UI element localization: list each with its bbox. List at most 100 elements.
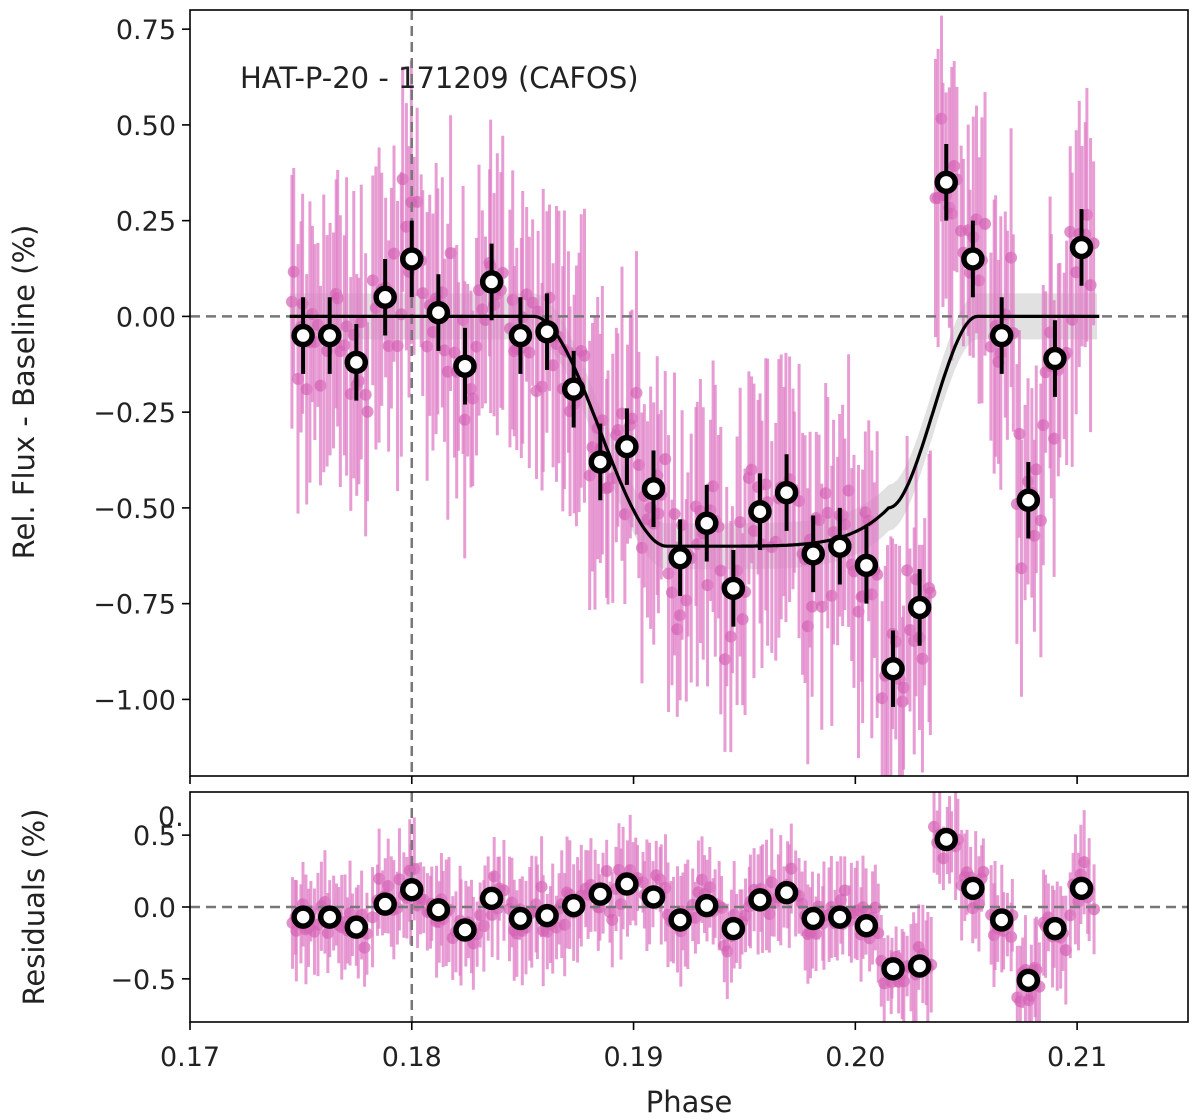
raw-point — [361, 405, 374, 418]
y-tick-label: 0.25 — [116, 207, 176, 238]
raw-point — [736, 613, 749, 626]
y-tick-label: −0.5 — [110, 965, 176, 996]
stray-tick-label: 0. — [158, 802, 184, 833]
binned-point — [479, 886, 504, 911]
binned-point — [453, 918, 477, 942]
binned-point — [291, 323, 315, 348]
binned-point — [641, 885, 666, 909]
y-tick-label: 0.75 — [116, 15, 176, 46]
raw-point — [602, 481, 615, 494]
binned-point — [721, 916, 746, 941]
residual-raw-points — [286, 792, 1101, 1022]
binned-point — [801, 906, 825, 931]
y-tick-label: −0.50 — [93, 494, 176, 525]
raw-point — [977, 865, 990, 878]
main-panel: 0.75 0.50 0.25 0.00 −0.25 −0.50 −0.75 −1.00 HAT… — [7, 9, 1189, 784]
binned-point — [426, 898, 451, 922]
binned-point — [748, 888, 772, 912]
raw-data-points — [285, 15, 1100, 776]
binned-point — [1069, 235, 1094, 260]
raw-point — [321, 926, 334, 939]
raw-point — [578, 349, 591, 362]
binned-point — [748, 499, 772, 524]
binned-point — [373, 285, 397, 309]
x-axis-label: Phase — [646, 1085, 733, 1119]
chart-annotation: HAT-P-20 - 171209 (CAFOS) — [240, 61, 639, 95]
binned-point — [508, 323, 533, 348]
raw-point — [630, 386, 643, 399]
x-tick-label: 0.20 — [825, 1042, 885, 1073]
raw-point — [1005, 251, 1018, 264]
binned-point — [479, 270, 504, 294]
binned-point — [426, 300, 451, 325]
residuals-panel: 0.17 0.18 0.19 0.20 0.21 0.5 0.0 −0.5 0. Residu… — [17, 791, 1189, 1119]
binned-point — [535, 903, 559, 928]
raw-point — [285, 295, 298, 308]
y-tick-label: −1.00 — [93, 685, 176, 716]
model-band — [289, 293, 1098, 570]
raw-point — [815, 600, 828, 613]
binned-point — [907, 954, 932, 978]
residuals-y-axis-label: Residuals (%) — [17, 809, 51, 1006]
binned-point — [1016, 488, 1041, 512]
raw-point — [668, 507, 681, 520]
binned-point — [344, 915, 369, 939]
binned-point — [907, 595, 932, 620]
binned-point — [961, 876, 985, 901]
raw-point — [1088, 903, 1101, 916]
raw-point — [331, 292, 344, 305]
binned-point — [1016, 968, 1041, 993]
model-line — [289, 314, 1100, 548]
binned-point — [400, 878, 424, 902]
binned-point — [854, 913, 879, 938]
raw-point — [825, 589, 838, 602]
model-uncertainty-band — [289, 293, 1098, 570]
binned-point — [774, 880, 799, 905]
y-tick-label: 0.00 — [116, 302, 176, 333]
binned-point — [641, 477, 666, 501]
residual-reference-lines — [190, 792, 1188, 1022]
binned-point — [828, 905, 852, 929]
binned-point — [961, 247, 985, 271]
binned-point — [668, 908, 692, 932]
binned-point — [721, 576, 746, 601]
binned-point — [561, 377, 586, 401]
raw-point — [358, 941, 371, 954]
binned-point — [588, 882, 613, 906]
binned-point — [400, 247, 424, 271]
main-ticks: 0.75 0.50 0.25 0.00 −0.25 −0.50 −0.75 −1.00 — [93, 15, 1078, 784]
raw-point — [366, 911, 379, 924]
y-tick-label: 0.0 — [133, 893, 176, 924]
raw-point — [734, 516, 747, 529]
main-axes-frame — [189, 9, 1189, 777]
y-tick-label: 0.5 — [133, 821, 176, 852]
binned-point — [881, 657, 905, 681]
raw-point — [338, 339, 351, 352]
raw-point — [1034, 514, 1047, 527]
binned-point — [1043, 346, 1067, 371]
y-tick-label: 0.50 — [116, 111, 176, 142]
binned-point — [989, 908, 1014, 932]
x-tick-label: 0.19 — [603, 1042, 663, 1073]
raw-point — [819, 487, 832, 500]
raw-point — [1013, 427, 1026, 440]
binned-point — [694, 511, 719, 535]
raw-point — [979, 217, 992, 230]
binned-point — [291, 905, 315, 929]
raw-point — [924, 586, 937, 599]
binned-point — [694, 893, 719, 918]
binned-point — [317, 323, 342, 348]
y-axis-label: Rel. Flux - Baseline (%) — [7, 225, 41, 560]
binned-point — [828, 534, 852, 558]
binned-point — [373, 892, 397, 916]
binned-point — [453, 354, 477, 378]
raw-point — [745, 463, 758, 476]
raw-point — [916, 652, 929, 665]
raw-point — [724, 630, 737, 643]
binned-point — [535, 319, 559, 344]
y-tick-label: −0.25 — [93, 398, 176, 429]
binned-point — [588, 450, 613, 474]
binned-data-points — [291, 144, 1094, 708]
raw-point — [1037, 419, 1050, 432]
